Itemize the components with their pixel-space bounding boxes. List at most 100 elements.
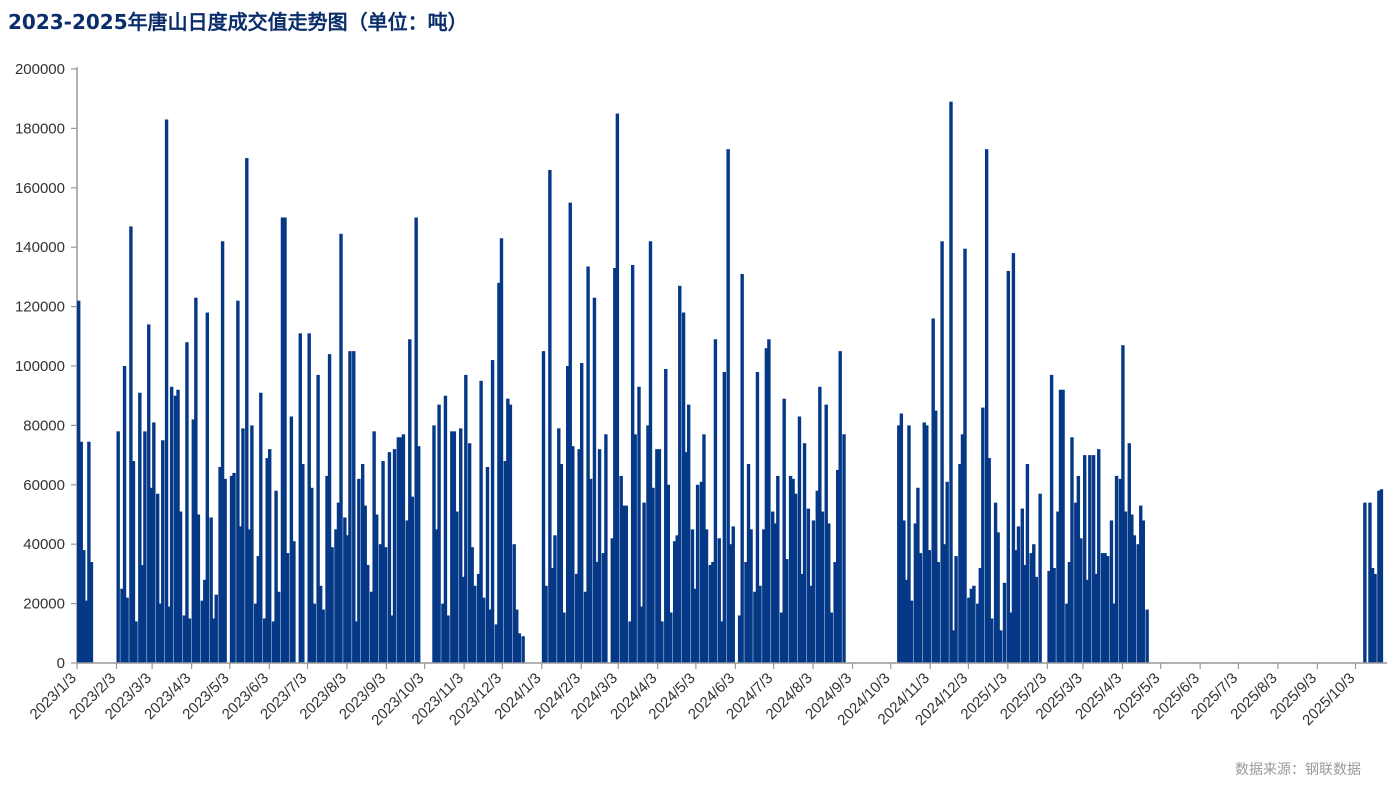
bar bbox=[664, 368, 668, 663]
bar bbox=[675, 535, 679, 663]
bar bbox=[815, 490, 819, 663]
bar bbox=[762, 529, 766, 663]
bar bbox=[1373, 573, 1377, 663]
bar bbox=[615, 113, 620, 664]
bar bbox=[271, 621, 276, 663]
bar bbox=[1379, 489, 1384, 663]
bar bbox=[945, 481, 949, 663]
bar bbox=[729, 544, 733, 663]
bar bbox=[613, 267, 617, 663]
bar bbox=[259, 392, 263, 663]
bar bbox=[800, 573, 804, 663]
bar bbox=[372, 431, 376, 663]
bar bbox=[820, 511, 825, 663]
bar bbox=[1100, 553, 1105, 663]
bar bbox=[147, 324, 151, 663]
bar bbox=[1139, 505, 1143, 663]
bar bbox=[499, 238, 504, 664]
bar bbox=[77, 300, 81, 663]
bar bbox=[1118, 478, 1123, 663]
bar bbox=[381, 461, 385, 663]
bar bbox=[129, 226, 133, 663]
bar bbox=[744, 562, 748, 663]
bar bbox=[497, 282, 501, 663]
bar bbox=[1136, 544, 1140, 663]
bar bbox=[583, 591, 588, 663]
bar bbox=[125, 597, 129, 663]
bar bbox=[782, 398, 786, 663]
bar bbox=[702, 434, 706, 663]
bar bbox=[642, 502, 646, 663]
bar bbox=[559, 464, 564, 663]
bar bbox=[383, 547, 388, 663]
bar bbox=[902, 520, 906, 663]
bar bbox=[767, 339, 771, 663]
bar bbox=[967, 597, 971, 663]
bar bbox=[167, 606, 171, 663]
bar bbox=[918, 553, 923, 663]
bar bbox=[1016, 526, 1021, 663]
chart-title: 2023-2025年唐山日度成交值走势图（单位：吨） bbox=[8, 10, 468, 34]
bar bbox=[972, 585, 976, 663]
bar bbox=[610, 538, 614, 663]
bar bbox=[345, 535, 350, 663]
bar bbox=[622, 505, 626, 663]
bar bbox=[334, 529, 338, 663]
bar bbox=[1061, 389, 1065, 663]
bar bbox=[1363, 502, 1367, 663]
bar bbox=[414, 217, 418, 663]
bar bbox=[771, 511, 775, 663]
bar bbox=[173, 395, 178, 663]
bar bbox=[392, 449, 397, 663]
bar bbox=[503, 461, 508, 663]
bar bbox=[899, 413, 904, 663]
bar bbox=[793, 493, 798, 663]
bar bbox=[1132, 535, 1137, 663]
bar bbox=[711, 562, 715, 663]
bar bbox=[1038, 493, 1042, 663]
bar bbox=[343, 517, 347, 663]
bar bbox=[993, 502, 998, 663]
bar bbox=[494, 624, 499, 663]
bar bbox=[597, 449, 602, 663]
bar bbox=[87, 441, 91, 663]
bar bbox=[927, 550, 932, 663]
bar bbox=[833, 562, 837, 663]
bar bbox=[515, 609, 519, 663]
bar bbox=[550, 567, 555, 663]
bar bbox=[1145, 609, 1149, 663]
bar bbox=[604, 434, 608, 663]
bar bbox=[316, 374, 320, 663]
bar bbox=[325, 475, 329, 663]
bar bbox=[161, 440, 165, 663]
bar bbox=[1002, 582, 1007, 663]
bar bbox=[1127, 443, 1131, 663]
bar bbox=[1009, 612, 1013, 663]
y-tick-label: 180000 bbox=[15, 120, 65, 137]
bar bbox=[1070, 437, 1074, 663]
bar bbox=[1114, 475, 1119, 663]
bar bbox=[452, 431, 457, 663]
bar bbox=[541, 351, 546, 663]
bar bbox=[1121, 345, 1125, 663]
bar bbox=[672, 541, 677, 663]
bar bbox=[1032, 544, 1036, 663]
bar bbox=[1020, 508, 1025, 663]
bar bbox=[229, 475, 234, 663]
bar bbox=[713, 339, 718, 663]
bar bbox=[835, 469, 840, 663]
bar bbox=[399, 437, 403, 663]
bar bbox=[586, 266, 590, 663]
bar bbox=[1097, 449, 1101, 663]
bar bbox=[954, 556, 958, 663]
bar bbox=[934, 410, 938, 663]
bar bbox=[134, 621, 138, 663]
bar bbox=[274, 490, 278, 663]
bar bbox=[1091, 455, 1096, 663]
bar bbox=[797, 416, 802, 663]
bar bbox=[753, 591, 757, 663]
bar bbox=[164, 119, 169, 664]
bar bbox=[245, 158, 249, 663]
bar bbox=[298, 333, 302, 663]
